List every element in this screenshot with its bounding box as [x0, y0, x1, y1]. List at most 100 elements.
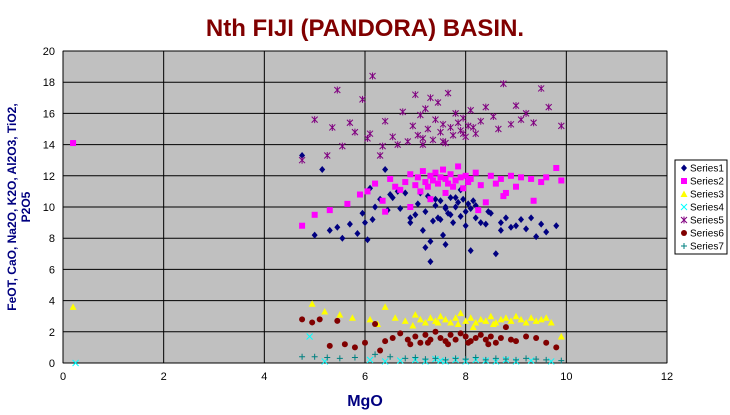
series-3	[69, 300, 565, 340]
series-2-point	[455, 163, 462, 170]
series-3-point	[469, 323, 477, 331]
series-5-point	[379, 142, 386, 150]
y-tick-label-8: 16	[43, 108, 55, 120]
series-5-point	[381, 117, 389, 125]
legend-label-series-6: Series6	[690, 229, 724, 240]
series-3-point	[434, 318, 442, 326]
legend-marker-series-5	[680, 216, 688, 224]
y-tick-label-3: 6	[49, 264, 55, 276]
series-2-point	[528, 175, 535, 182]
x-tick-labels: 0 2 4 6 8 10 12	[60, 371, 673, 383]
series-2-point	[311, 211, 318, 218]
series-1-point	[346, 220, 353, 228]
y-tick-label-2: 4	[49, 296, 55, 308]
y-tick-label-10: 20	[43, 46, 55, 58]
series-5-point	[419, 134, 427, 142]
series-6-point	[497, 335, 504, 342]
y-tick-label-0: 0	[49, 358, 55, 370]
legend-label-series-4: Series4	[690, 203, 724, 214]
series-7-point	[402, 355, 409, 362]
series-5-point	[414, 131, 422, 139]
series-5-point	[489, 113, 497, 121]
series-2-point	[379, 197, 386, 204]
series-6-point	[507, 336, 514, 343]
y-tick-label-7: 14	[43, 140, 55, 152]
x-tick-label-6: 12	[661, 371, 673, 383]
series-6-point	[492, 339, 499, 346]
series-2-point	[500, 193, 507, 200]
series-7-point	[387, 353, 394, 360]
series-3-point	[411, 311, 419, 318]
series-1-point	[553, 222, 560, 230]
series-2-point	[437, 174, 444, 181]
series-6-point	[447, 331, 454, 338]
series-1-point	[442, 240, 449, 248]
series-2-point	[417, 188, 424, 195]
series-5-point	[376, 152, 384, 160]
y-tick-label-4: 8	[49, 233, 55, 245]
series-6-point	[432, 328, 439, 335]
series-2-point	[356, 191, 363, 198]
series-6-point	[472, 335, 479, 342]
series-1-point	[372, 203, 379, 211]
series-3-point	[421, 318, 429, 326]
series-2-point	[472, 169, 479, 176]
series-1-point	[467, 247, 474, 255]
series-2-point	[558, 177, 565, 184]
series-2-point	[543, 174, 550, 181]
series-5-point	[459, 130, 467, 138]
series-7-point	[502, 356, 509, 363]
series-5-point	[298, 156, 306, 164]
series-2-point	[440, 166, 447, 173]
series-5-point	[469, 123, 477, 131]
series-5-point	[427, 94, 434, 102]
series-2-point	[344, 200, 351, 207]
series-2-point	[387, 175, 394, 182]
series-1-point	[462, 208, 469, 216]
x-tick-label-2: 4	[261, 371, 267, 383]
series-2-point	[475, 207, 482, 214]
x-tick-label-1: 2	[161, 371, 167, 383]
series-1-point	[427, 237, 434, 245]
series-2-point	[70, 140, 77, 147]
series-6-point	[362, 339, 368, 346]
series-6-point	[533, 335, 540, 342]
series-2-point	[457, 174, 464, 181]
legend-marker-series-1	[681, 164, 687, 172]
series-3-point	[426, 314, 434, 321]
series-2-point	[372, 180, 379, 187]
series-2-point	[422, 179, 429, 186]
legend-marker-series-4	[680, 203, 688, 211]
series-6-point	[407, 341, 414, 348]
series-7-point	[533, 356, 540, 363]
series-4-point	[547, 358, 555, 365]
series-2-point	[492, 180, 499, 187]
series-1-point	[429, 217, 436, 225]
series-2-point	[497, 175, 504, 182]
series-6-point	[452, 336, 459, 343]
series-2-point	[530, 197, 537, 204]
series-5-point	[346, 119, 354, 127]
series-7	[299, 351, 565, 364]
series-2-point	[427, 196, 434, 203]
series-1-point	[362, 219, 368, 227]
x-axis-title: MgO	[347, 393, 383, 410]
series-1-point	[457, 212, 464, 220]
series-1-point	[455, 198, 462, 206]
series-1-point	[402, 189, 409, 197]
series-7-point	[492, 355, 499, 362]
series-1-point	[432, 201, 439, 209]
series-6-point	[397, 330, 404, 337]
series-1-point	[407, 219, 414, 227]
series-4-point	[396, 357, 404, 365]
series-2-point	[445, 180, 452, 187]
y-tick-label-6: 12	[43, 171, 55, 183]
series-2-point	[482, 199, 489, 206]
series-5-point	[311, 116, 319, 124]
series-3-point	[391, 314, 399, 321]
series-1-point	[437, 197, 444, 205]
series-5-point	[439, 120, 447, 128]
series-1-point	[422, 208, 429, 216]
series-3-point	[542, 314, 550, 321]
